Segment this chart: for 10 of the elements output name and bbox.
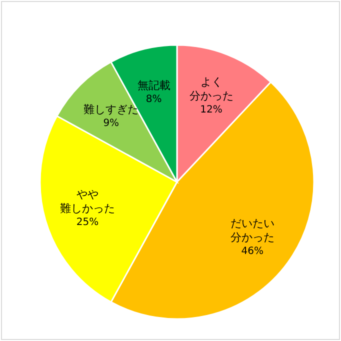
slice-label: 難しすぎた [84,102,139,116]
data-label: 46% [241,245,264,256]
slice-label: 無記載 [137,78,170,92]
data-label: 25% [76,216,99,228]
slice-label: だいたい分かった [230,216,274,244]
slice-label: やや難しかった [60,187,116,214]
slice-label: よく分かった [189,74,234,102]
data-label: 9% [103,118,120,129]
data-label: 8% [146,93,162,104]
data-label: 12% [200,104,222,115]
